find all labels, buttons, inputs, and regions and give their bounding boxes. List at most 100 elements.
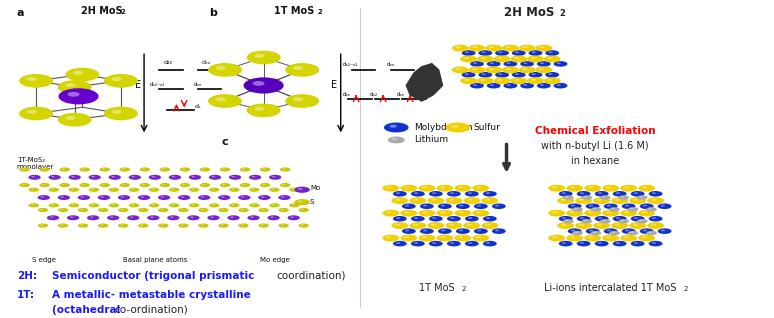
Circle shape: [474, 228, 488, 234]
Circle shape: [478, 72, 492, 78]
Circle shape: [571, 205, 575, 206]
Circle shape: [483, 191, 497, 197]
Circle shape: [65, 68, 99, 81]
Circle shape: [140, 225, 143, 226]
Circle shape: [563, 219, 574, 223]
Circle shape: [404, 211, 409, 213]
Circle shape: [189, 203, 200, 207]
Circle shape: [413, 199, 418, 201]
Circle shape: [485, 224, 490, 226]
Circle shape: [515, 73, 519, 75]
Text: 2: 2: [559, 9, 565, 18]
Circle shape: [520, 61, 534, 67]
Circle shape: [248, 215, 260, 220]
Circle shape: [483, 241, 497, 246]
Circle shape: [413, 224, 418, 226]
Circle shape: [647, 222, 664, 229]
Circle shape: [459, 205, 463, 206]
Circle shape: [102, 168, 105, 169]
Circle shape: [616, 217, 620, 219]
Circle shape: [477, 77, 494, 84]
Circle shape: [58, 224, 68, 228]
Circle shape: [178, 224, 189, 228]
Circle shape: [285, 94, 319, 108]
Circle shape: [575, 222, 592, 229]
Circle shape: [269, 188, 279, 192]
Circle shape: [231, 204, 235, 205]
Circle shape: [437, 210, 454, 217]
Circle shape: [231, 189, 235, 190]
Circle shape: [552, 211, 557, 213]
Circle shape: [478, 50, 492, 56]
Circle shape: [584, 220, 587, 221]
Circle shape: [241, 209, 244, 210]
Circle shape: [456, 204, 470, 209]
Circle shape: [241, 196, 245, 198]
Circle shape: [506, 84, 511, 86]
Circle shape: [396, 192, 400, 194]
Circle shape: [91, 204, 94, 205]
Circle shape: [454, 235, 471, 241]
Circle shape: [600, 195, 611, 200]
Text: dₓₙ: dₓₙ: [343, 92, 351, 97]
Circle shape: [598, 242, 602, 244]
Circle shape: [39, 167, 50, 172]
Circle shape: [171, 189, 174, 190]
Circle shape: [200, 196, 204, 198]
Circle shape: [464, 57, 469, 59]
Circle shape: [386, 211, 392, 213]
Circle shape: [191, 204, 194, 205]
Circle shape: [461, 50, 475, 56]
Text: 1T-MoS₂
monolayer: 1T-MoS₂ monolayer: [17, 157, 54, 170]
Circle shape: [280, 167, 290, 172]
Circle shape: [49, 188, 59, 192]
Circle shape: [159, 183, 170, 187]
Circle shape: [646, 207, 657, 211]
Circle shape: [268, 215, 279, 220]
Circle shape: [649, 208, 652, 210]
Text: Basal plane atoms: Basal plane atoms: [123, 257, 188, 263]
Circle shape: [465, 241, 479, 246]
Circle shape: [447, 191, 461, 197]
Circle shape: [621, 220, 624, 221]
Circle shape: [60, 183, 70, 187]
Circle shape: [618, 195, 629, 200]
Circle shape: [382, 210, 399, 217]
Circle shape: [548, 185, 565, 192]
Circle shape: [613, 241, 627, 246]
Circle shape: [447, 241, 461, 246]
Circle shape: [639, 196, 642, 198]
Circle shape: [567, 204, 581, 209]
Circle shape: [649, 216, 663, 222]
Text: Mo edge: Mo edge: [260, 257, 290, 263]
Circle shape: [420, 204, 433, 209]
Circle shape: [301, 209, 304, 210]
Circle shape: [396, 199, 400, 201]
Circle shape: [238, 224, 248, 228]
Circle shape: [152, 176, 155, 177]
Circle shape: [272, 204, 275, 205]
Circle shape: [566, 210, 583, 217]
Circle shape: [593, 208, 596, 210]
Text: dₓ₂₋ₙ₂: dₓ₂₋ₙ₂: [150, 82, 166, 87]
Circle shape: [613, 191, 627, 197]
Circle shape: [49, 203, 59, 207]
Circle shape: [639, 220, 642, 221]
Circle shape: [502, 66, 519, 73]
Circle shape: [602, 210, 619, 217]
Circle shape: [255, 107, 265, 111]
Circle shape: [71, 189, 74, 190]
Circle shape: [420, 228, 433, 234]
Circle shape: [240, 167, 250, 172]
Circle shape: [259, 224, 269, 228]
Circle shape: [101, 225, 104, 226]
Text: b: b: [210, 8, 217, 17]
Circle shape: [639, 204, 653, 209]
Circle shape: [452, 45, 469, 52]
Circle shape: [281, 225, 284, 226]
Circle shape: [429, 191, 443, 197]
Circle shape: [552, 236, 557, 238]
Circle shape: [464, 79, 469, 81]
Circle shape: [238, 195, 251, 200]
Text: with n-butyl Li (1.6 M): with n-butyl Li (1.6 M): [542, 142, 649, 151]
